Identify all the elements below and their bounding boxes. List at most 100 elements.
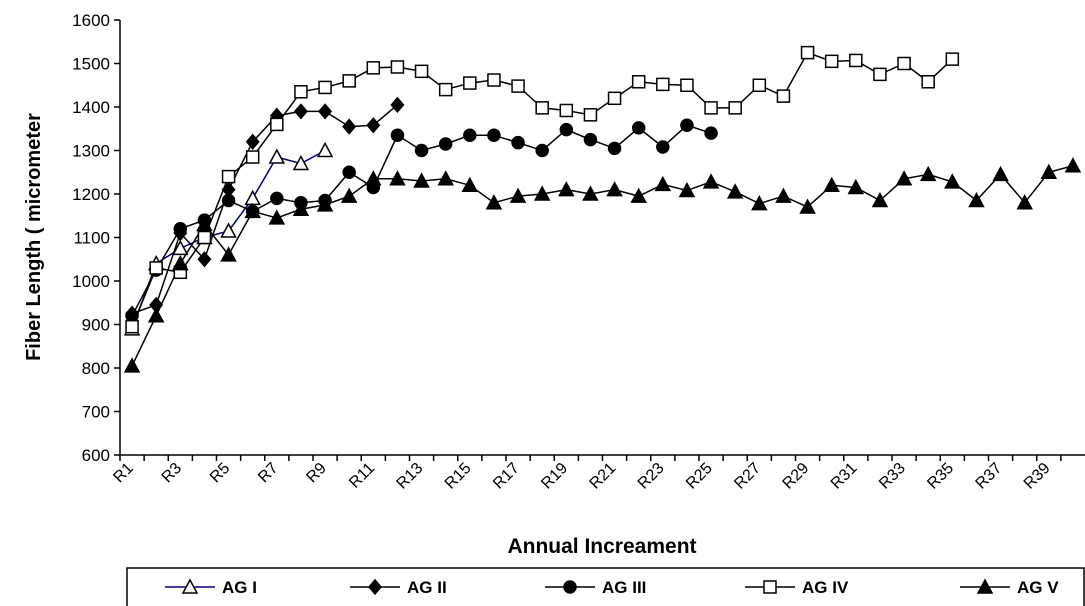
data-point [413,172,430,188]
data-point [342,118,357,135]
data-point [316,196,334,212]
data-point [438,82,453,97]
data-point [968,191,985,208]
data-point [897,56,911,71]
data-point [559,122,574,137]
data-point [196,215,213,232]
data-point [221,193,236,208]
data-point [607,141,622,156]
data-point [799,198,816,214]
data-point [220,222,237,238]
y-tick-label: 1500 [72,55,110,74]
data-point [221,169,236,184]
data-point [607,91,622,106]
data-point [389,170,406,186]
legend-marker [181,578,199,594]
data-point [316,141,334,158]
data-point [340,187,358,203]
data-point [390,96,405,113]
x-tick-label: R19 [538,460,571,493]
data-point [919,165,937,182]
data-point [318,80,332,95]
data-point [463,76,477,90]
data-point [463,128,477,143]
x-tick-label: R35 [924,460,957,493]
x-tick-label: R29 [780,460,813,493]
x-tick-label: R37 [973,460,1006,493]
data-point [728,101,742,115]
data-point [656,140,670,154]
data-point [244,202,261,219]
data-point [558,181,575,197]
data-point [147,307,165,323]
data-point [702,173,720,189]
data-point [342,165,356,179]
y-tick-label: 1300 [72,142,110,161]
x-tick-label: R9 [303,460,330,487]
x-tick-label: R5 [207,460,234,487]
data-point [172,239,189,256]
data-point [485,194,503,210]
legend-box [126,567,1085,606]
data-point [487,73,501,87]
data-point [656,77,670,92]
data-point [944,173,961,189]
data-point [583,132,598,147]
data-point [125,319,139,334]
data-point [680,118,694,133]
data-point [704,126,718,140]
y-tick-label: 1000 [72,272,110,291]
data-point [197,251,212,268]
data-point [726,183,744,199]
x-tick-label: R17 [490,460,523,493]
data-point [366,61,381,75]
data-point [173,222,188,236]
legend-marker [763,580,777,594]
data-point [751,194,768,211]
data-point [849,53,863,68]
data-point [823,176,840,193]
legend-marker [976,578,994,594]
legend-marker [563,580,577,594]
data-point [871,191,889,208]
x-tick-label: R31 [828,460,861,493]
legend-label: AG V [1017,578,1059,597]
data-point [461,176,479,193]
y-tick-label: 1400 [72,98,110,117]
x-tick-label: R13 [394,460,427,493]
data-point [244,189,261,206]
data-point [1040,163,1058,179]
data-point [365,170,382,186]
data-point [197,230,212,245]
legend-label: AG II [407,578,447,597]
data-point [245,150,260,164]
legend-label: AG III [602,578,646,597]
data-point [268,209,286,225]
data-point [1016,194,1033,210]
y-tick-label: 1100 [73,229,110,248]
data-point [631,75,646,89]
data-point [270,117,284,132]
data-point [172,255,189,271]
data-point [582,185,599,201]
data-point [752,78,767,92]
x-tick-label: R33 [876,460,909,493]
data-point [606,181,623,197]
x-tick-label: R39 [1021,460,1054,493]
data-point [294,85,308,99]
x-tick-label: R11 [346,460,378,492]
data-point [895,170,913,186]
data-point [366,117,381,134]
x-tick-label: R21 [587,460,620,493]
data-point [775,187,792,203]
data-point [800,45,815,60]
data-point [149,261,163,275]
data-point [1064,157,1082,173]
x-tick-label: R27 [731,460,764,493]
x-tick-label: R3 [159,460,186,487]
data-point [535,101,549,115]
data-point [390,128,405,143]
data-point [559,103,574,118]
series-line [131,165,1074,367]
